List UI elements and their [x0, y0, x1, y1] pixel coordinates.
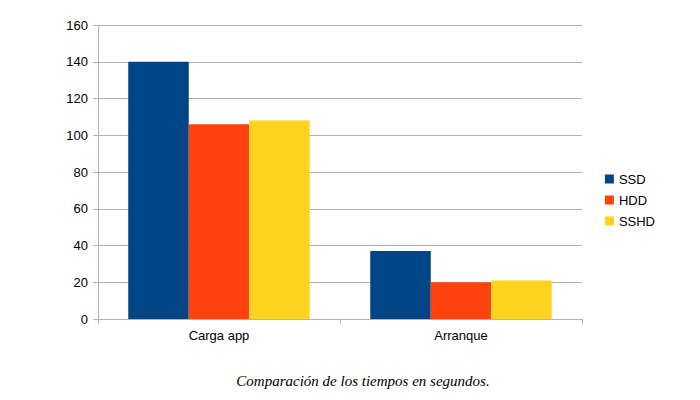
svg-text:160: 160	[66, 18, 88, 33]
svg-text:Carga app: Carga app	[189, 328, 250, 343]
svg-text:80: 80	[74, 165, 88, 180]
svg-text:40: 40	[74, 238, 88, 253]
svg-text:60: 60	[74, 201, 88, 216]
svg-text:Comparación de los tiempos en: Comparación de los tiempos en segundos.	[236, 373, 489, 389]
svg-text:Arranque: Arranque	[434, 328, 487, 343]
svg-text:100: 100	[66, 128, 88, 143]
svg-text:HDD: HDD	[619, 193, 647, 208]
svg-text:0: 0	[81, 312, 88, 327]
svg-text:SSD: SSD	[619, 172, 646, 187]
svg-text:20: 20	[74, 275, 88, 290]
svg-text:120: 120	[66, 91, 88, 106]
svg-text:SSHD: SSHD	[619, 214, 655, 229]
svg-text:140: 140	[66, 54, 88, 69]
